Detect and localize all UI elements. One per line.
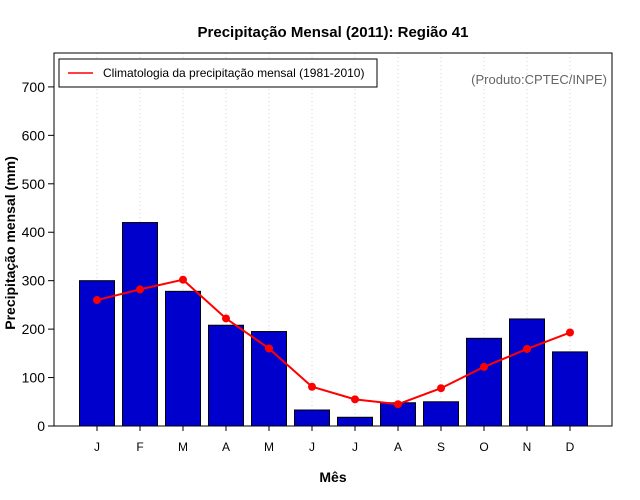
y-tick-label: 0 [37, 418, 45, 434]
x-tick-label: S [437, 440, 445, 454]
bar-4 [208, 324, 244, 427]
legend: Climatologia da precipitação mensal (198… [58, 58, 378, 88]
bar-11 [509, 318, 545, 427]
climatology-point-10 [480, 362, 488, 371]
climatology-point-9 [437, 384, 445, 393]
chart-title: Precipitação Mensal (2011): Região 41 [198, 24, 469, 41]
y-axis: 0 100 200 300 400 500 600 700 [22, 79, 54, 434]
climatology-point-7 [351, 395, 359, 404]
legend-box [58, 58, 378, 88]
climatology-point-2 [136, 285, 144, 294]
legend-label: Climatologia da precipitação mensal (198… [103, 66, 364, 80]
y-axis-title: Precipitação mensal (mm) [2, 156, 18, 330]
climatology-point-6 [308, 382, 316, 391]
x-tick-label: M [264, 440, 274, 454]
y-tick-label: 400 [22, 224, 46, 240]
climatology-point-12 [566, 328, 574, 337]
plot-frame [53, 52, 613, 427]
climatology-line [93, 275, 574, 409]
y-tick-label: 300 [22, 273, 46, 289]
bar-3 [165, 290, 201, 427]
x-tick-label: D [566, 440, 575, 454]
x-tick-label: M [178, 440, 188, 454]
bar-1 [79, 280, 115, 427]
climatology-point-3 [179, 275, 187, 284]
bar-7 [337, 416, 373, 427]
climatology-point-8 [394, 400, 402, 409]
bar-2 [122, 222, 158, 427]
x-tick-label: J [352, 440, 358, 454]
y-tick-label: 600 [22, 127, 46, 143]
y-tick-label: 500 [22, 176, 46, 192]
bar-12 [552, 351, 588, 427]
y-tick-label: 200 [22, 321, 46, 337]
climatology-point-11 [523, 344, 531, 353]
bars [79, 222, 588, 427]
bar-10 [466, 337, 502, 427]
credit-text: (Produto:CPTEC/INPE) [471, 72, 607, 87]
climatology-point-1 [93, 296, 101, 305]
climatology-point-5 [265, 344, 273, 353]
y-tick-label: 100 [22, 370, 46, 386]
bar-6 [294, 409, 330, 427]
bar-9 [423, 401, 459, 427]
x-tick-label: N [523, 440, 532, 454]
y-tick-label: 700 [22, 79, 46, 95]
x-tick-label: J [309, 440, 315, 454]
x-tick-label: O [479, 440, 488, 454]
x-tick-label: A [222, 440, 230, 454]
x-tick-label: A [394, 440, 402, 454]
x-tick-label: F [136, 440, 143, 454]
x-axis-title: Mês [319, 469, 346, 485]
climatology-point-4 [222, 314, 230, 323]
x-tick-label: J [94, 440, 100, 454]
climatology-polyline [96, 278, 571, 406]
